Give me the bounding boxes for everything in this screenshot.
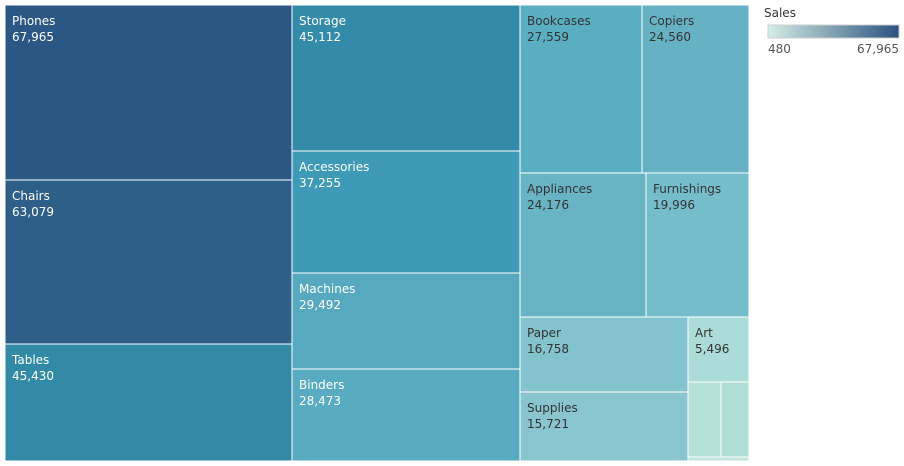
tile-unlabeled-16[interactable] — [687, 456, 750, 462]
tile-value-label: 16,758 — [527, 342, 569, 356]
tile-bookcases[interactable]: Bookcases 27,559 — [519, 4, 643, 174]
tile-rect[interactable] — [519, 391, 689, 462]
tile-value-label: 5,496 — [695, 342, 729, 356]
tile-label: Appliances — [527, 182, 592, 196]
tile-value-label: 45,430 — [12, 369, 54, 383]
tile-copiers[interactable]: Copiers 24,560 — [641, 4, 750, 174]
tile-rect[interactable] — [687, 381, 722, 458]
tile-label: Tables — [11, 353, 49, 367]
tile-label: Accessories — [299, 160, 369, 174]
tile-paper[interactable]: Paper 16,758 — [519, 316, 689, 393]
tile-label: Phones — [12, 14, 55, 28]
tile-furnishings[interactable]: Furnishings 19,996 — [645, 172, 750, 318]
tile-value-label: 63,079 — [12, 205, 54, 219]
tile-rect[interactable] — [291, 4, 521, 152]
tile-rect[interactable] — [291, 368, 521, 462]
tile-supplies[interactable]: Supplies 15,721 — [519, 391, 689, 462]
tile-label: Bookcases — [527, 14, 591, 28]
tile-value-label: 19,996 — [653, 198, 695, 212]
tile-rect[interactable] — [291, 272, 521, 370]
tile-rect[interactable] — [645, 172, 750, 318]
tile-rect[interactable] — [519, 172, 647, 318]
tile-rect[interactable] — [519, 316, 689, 393]
tile-art[interactable]: Art 5,496 — [687, 316, 750, 383]
tile-rect[interactable] — [687, 456, 750, 462]
tile-label: Furnishings — [653, 182, 721, 196]
legend-title: Sales — [764, 6, 796, 20]
tile-label: Chairs — [12, 189, 50, 203]
tile-value-label: 67,965 — [12, 30, 54, 44]
tile-value-label: 15,721 — [527, 417, 569, 431]
tile-rect[interactable] — [687, 316, 750, 383]
tile-unlabeled-15[interactable] — [720, 381, 750, 458]
tile-label: Paper — [527, 326, 561, 340]
tile-unlabeled-14[interactable] — [687, 381, 722, 458]
tile-machines[interactable]: Machines 29,492 — [291, 272, 521, 370]
tile-value-label: 24,176 — [527, 198, 569, 212]
tile-binders[interactable]: Binders 28,473 — [291, 368, 521, 462]
tile-value-label: 29,492 — [299, 298, 341, 312]
tile-label: Copiers — [649, 14, 694, 28]
tile-value-label: 27,559 — [527, 30, 569, 44]
legend-max-label: 67,965 — [857, 42, 899, 56]
tile-label: Art — [695, 326, 713, 340]
legend-min-label: 480 — [768, 42, 791, 56]
tile-rect[interactable] — [519, 4, 643, 174]
tile-rect[interactable] — [4, 179, 293, 345]
tile-rect[interactable] — [291, 150, 521, 274]
tile-value-label: 24,560 — [649, 30, 691, 44]
treemap-tiles: Phones 67,965 Chairs 63,079 Tables 45,430 Stor… — [4, 4, 750, 462]
tile-rect[interactable] — [4, 343, 293, 462]
color-legend: Sales 480 67,965 — [764, 6, 900, 56]
tile-value-label: 37,255 — [299, 176, 341, 190]
tile-accessories[interactable]: Accessories 37,255 — [291, 150, 521, 274]
tile-appliances[interactable]: Appliances 24,176 — [519, 172, 647, 318]
tile-value-label: 45,112 — [299, 30, 341, 44]
tile-value-label: 28,473 — [299, 394, 341, 408]
tile-label: Binders — [299, 378, 344, 392]
tile-label: Storage — [299, 14, 346, 28]
tile-storage[interactable]: Storage 45,112 — [291, 4, 521, 152]
tile-chairs[interactable]: Chairs 63,079 — [4, 179, 293, 345]
tile-rect[interactable] — [720, 381, 750, 458]
tile-label: Machines — [299, 282, 355, 296]
legend-color-ramp — [767, 24, 900, 39]
tile-phones[interactable]: Phones 67,965 — [4, 4, 293, 181]
tile-tables[interactable]: Tables 45,430 — [4, 343, 293, 462]
tile-label: Supplies — [527, 401, 578, 415]
tile-rect[interactable] — [4, 4, 293, 181]
